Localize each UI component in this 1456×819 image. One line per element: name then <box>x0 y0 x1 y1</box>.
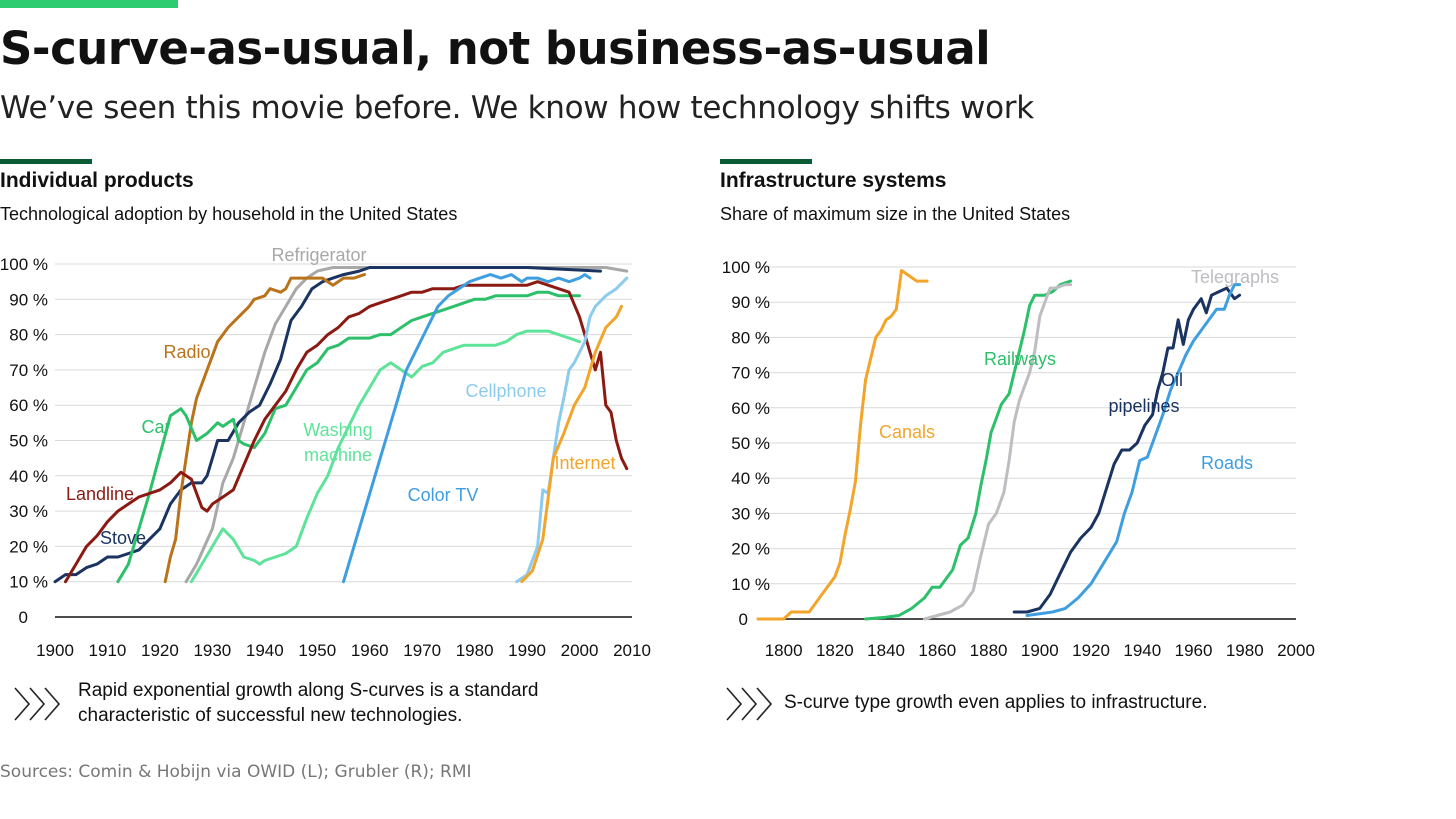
x-tick-label: 1900 <box>36 641 74 660</box>
series-line-roads <box>1025 283 1242 617</box>
series-label-washing-machine: Washing <box>303 420 372 440</box>
page-title: S-curve-as-usual, not business-as-usual <box>0 22 991 75</box>
x-tick-label: 1950 <box>298 641 336 660</box>
left-panel-subtitle: Technological adoption by household in t… <box>0 204 458 224</box>
y-tick-label: 100 % <box>0 255 48 274</box>
y-tick-label: 0 <box>739 610 748 629</box>
series-label-landline: Landline <box>66 484 134 504</box>
y-tick-label: 20 % <box>9 537 48 556</box>
x-tick-label: 2000 <box>561 641 599 660</box>
series-line-cellphone <box>515 276 629 584</box>
x-tick-label: 1910 <box>89 641 127 660</box>
series-label-refrigerator: Refrigerator <box>271 245 366 265</box>
right-chart: 0 10 % 20 % 30 % 40 % 50 % 60 % 70 % 80 % 90 % 100… <box>722 258 1315 660</box>
x-tick-label: 1930 <box>193 641 231 660</box>
right-panel-subtitle: Share of maximum size in the United Stat… <box>720 204 1071 224</box>
series-line-internet <box>520 304 623 584</box>
y-tick-label: 70 % <box>731 364 770 383</box>
triple-chevron-icon <box>726 687 773 721</box>
top-accent-bar <box>0 0 178 8</box>
right-note: S-curve type growth even applies to infr… <box>784 690 1207 715</box>
source-note: Sources: Comin & Hobijn via OWID (L); Gr… <box>0 762 472 782</box>
y-tick-label: 50 % <box>9 432 48 451</box>
series-label-washing-machine: machine <box>304 445 372 465</box>
y-tick-label: 10 % <box>731 575 770 594</box>
x-tick-label: 2010 <box>613 641 651 660</box>
series-label-car: Car <box>141 417 170 437</box>
x-tick-label: 1980 <box>456 641 494 660</box>
y-tick-label: 80 % <box>731 328 770 347</box>
y-tick-label: 90 % <box>731 293 770 312</box>
x-tick-label: 1960 <box>1175 641 1213 660</box>
y-tick-label: 10 % <box>9 573 48 592</box>
series-line-stove <box>53 266 602 584</box>
series-label-color-tv: Color TV <box>408 485 479 505</box>
left-panel-accent <box>0 159 92 164</box>
x-tick-label: 1820 <box>816 641 854 660</box>
x-tick-label: 1920 <box>1072 641 1110 660</box>
right-panel-accent <box>720 159 812 164</box>
series-label-oil-pipelines: pipelines <box>1108 396 1179 416</box>
y-tick-label: 30 % <box>731 504 770 523</box>
series-label-oil-pipelines: Oil <box>1161 370 1183 390</box>
y-tick-label: 90 % <box>9 290 48 309</box>
series-line-oil-pipelines <box>1012 286 1242 614</box>
right-panel-title: Infrastructure systems <box>720 169 947 192</box>
series-line-refrigerator <box>184 266 629 584</box>
x-tick-label: 1800 <box>765 641 803 660</box>
series-label-cellphone: Cellphone <box>465 381 546 401</box>
y-tick-label: 80 % <box>9 326 48 345</box>
x-tick-label: 1980 <box>1226 641 1264 660</box>
x-tick-label: 1880 <box>970 641 1008 660</box>
x-tick-label: 2000 <box>1277 641 1315 660</box>
series-line-railways <box>864 279 1073 621</box>
y-tick-label: 0 <box>19 608 28 627</box>
series-label-railways: Railways <box>984 349 1056 369</box>
x-tick-label: 1920 <box>141 641 179 660</box>
series-line-telegraphs <box>923 283 1073 621</box>
series-label-canals: Canals <box>879 422 935 442</box>
y-tick-label: 40 % <box>9 467 48 486</box>
y-tick-label: 100 % <box>722 258 770 277</box>
series-label-radio: Radio <box>163 342 210 362</box>
series-label-internet: Internet <box>554 453 615 473</box>
left-note-line: Rapid exponential growth along S-curves … <box>78 680 539 701</box>
series-line-car <box>116 290 581 584</box>
y-tick-label: 70 % <box>9 361 48 380</box>
triple-chevron-icon <box>14 687 61 721</box>
page-subtitle: We’ve seen this movie before. We know ho… <box>0 90 1034 126</box>
x-tick-label: 1990 <box>508 641 546 660</box>
left-note: Rapid exponential growth along S-curves … <box>78 678 539 728</box>
series-line-radio <box>163 273 366 584</box>
left-note-line: characteristic of successful new technol… <box>78 705 463 726</box>
series-label-stove: Stove <box>100 528 146 548</box>
x-tick-label: 1860 <box>918 641 956 660</box>
x-tick-label: 1970 <box>403 641 441 660</box>
series-line-washing-machine <box>189 329 581 584</box>
y-tick-label: 20 % <box>731 540 770 559</box>
series-line-color-tv <box>342 273 592 584</box>
left-panel-title: Individual products <box>0 169 194 192</box>
right-note-line: S-curve type growth even applies to infr… <box>784 692 1208 713</box>
series-line-canals <box>756 269 929 621</box>
series-line-landline <box>64 280 629 584</box>
series-label-telegraphs: Telegraphs <box>1191 267 1279 287</box>
y-tick-label: 60 % <box>731 399 770 418</box>
y-tick-label: 30 % <box>9 502 48 521</box>
x-tick-label: 1840 <box>867 641 905 660</box>
y-tick-label: 50 % <box>731 434 770 453</box>
x-tick-label: 1900 <box>1021 641 1059 660</box>
x-tick-label: 1940 <box>1123 641 1161 660</box>
y-tick-label: 60 % <box>9 396 48 415</box>
series-label-roads: Roads <box>1201 453 1253 473</box>
y-tick-label: 40 % <box>731 469 770 488</box>
x-tick-label: 1940 <box>246 641 284 660</box>
x-tick-label: 1960 <box>351 641 389 660</box>
left-chart: 0 10 % 20 % 30 % 40 % 50 % 60 % 70 % 80 % 90 % 100… <box>0 245 651 660</box>
